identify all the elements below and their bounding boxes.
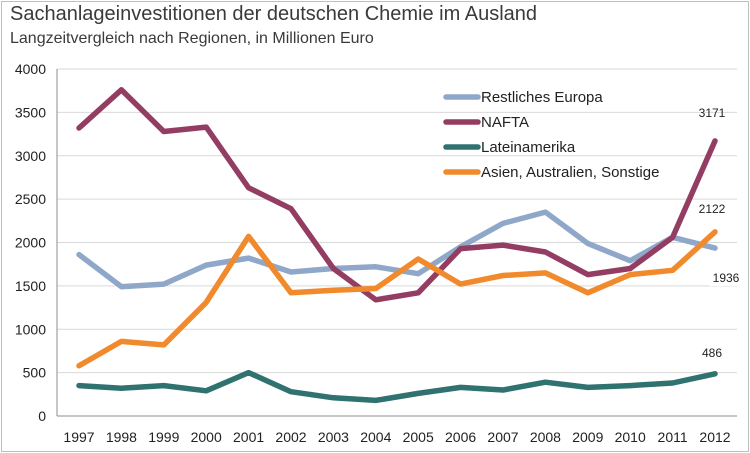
x-tick-label: 2006 bbox=[445, 429, 476, 445]
end-value-label: 486 bbox=[702, 346, 722, 360]
end-labels: 1936 3171 486 2122 bbox=[699, 106, 743, 360]
x-axis: 1997 1998 1999 2000 2001 2002 2003 2004 2005 2006… bbox=[57, 415, 737, 445]
y-tick-label: 3500 bbox=[15, 104, 46, 120]
chart-subtitle: Langzeitvergleich nach Regionen, in Mill… bbox=[10, 30, 374, 47]
x-tick-label: 1997 bbox=[63, 429, 94, 445]
series-lines bbox=[76, 87, 718, 404]
x-tick-label: 2003 bbox=[318, 429, 349, 445]
series-line-asien-australien-sonstige bbox=[76, 229, 718, 369]
y-tick-label: 4000 bbox=[15, 61, 46, 77]
x-tick-label: 2000 bbox=[191, 429, 222, 445]
chart-title: Sachanlageinvestitionen der deutschen Ch… bbox=[10, 3, 538, 25]
x-tick-label: 2009 bbox=[572, 429, 603, 445]
x-tick-label: 2002 bbox=[275, 429, 306, 445]
legend-label: Restliches Europa bbox=[481, 89, 603, 106]
x-tick-label: 2011 bbox=[658, 429, 688, 445]
y-tick-label: 500 bbox=[23, 365, 47, 381]
series-line-nafta bbox=[76, 87, 718, 303]
series-line-lateinamerika bbox=[76, 369, 718, 404]
x-tick-label: 2004 bbox=[360, 429, 391, 445]
series-line-restliches-europa bbox=[76, 209, 718, 290]
end-value-label: 1936 bbox=[713, 271, 740, 285]
grid-lines bbox=[57, 68, 737, 374]
x-tick-label: 2012 bbox=[699, 429, 730, 445]
legend-label: Lateinamerika bbox=[481, 139, 576, 156]
y-tick-label: 2500 bbox=[15, 191, 46, 207]
x-tick-label: 2010 bbox=[615, 429, 646, 445]
x-tick-label: 1998 bbox=[106, 429, 137, 445]
legend: Restliches Europa NAFTA Lateinamerika Asien… bbox=[443, 89, 659, 181]
y-tick-label: 1000 bbox=[15, 321, 46, 337]
end-value-label: 2122 bbox=[699, 202, 726, 216]
x-tick-label: 1999 bbox=[148, 429, 179, 445]
x-tick-label: 2001 bbox=[233, 429, 264, 445]
y-tick-label: 3000 bbox=[15, 148, 46, 164]
x-tick-label: 2008 bbox=[530, 429, 561, 445]
end-value-label: 3171 bbox=[699, 106, 726, 120]
legend-label: Asien, Australien, Sonstige bbox=[481, 164, 659, 181]
x-tick-label: 2005 bbox=[403, 429, 434, 445]
y-tick-label: 2000 bbox=[15, 235, 46, 251]
x-tick-label: 2007 bbox=[487, 429, 518, 445]
y-tick-label: 0 bbox=[38, 408, 46, 424]
legend-label: NAFTA bbox=[481, 114, 529, 131]
y-tick-label: 1500 bbox=[15, 278, 46, 294]
end-label-background bbox=[709, 270, 743, 286]
y-axis: 0 500 1000 1500 2000 2500 3000 3500 4000 bbox=[15, 61, 58, 424]
